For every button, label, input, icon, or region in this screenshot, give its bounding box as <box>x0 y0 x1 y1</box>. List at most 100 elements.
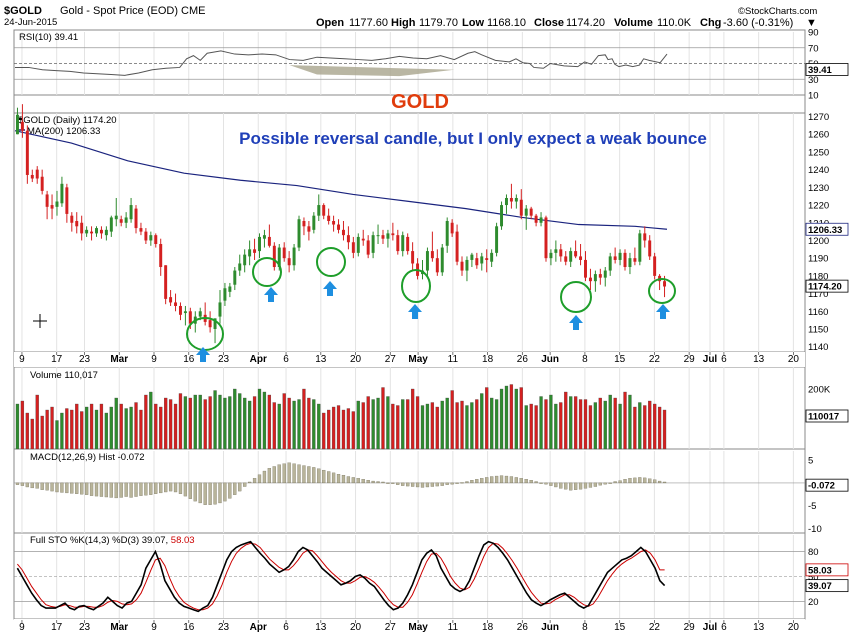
candle-body <box>430 251 434 259</box>
x-tick-label: 6 <box>721 354 727 365</box>
volume-bar <box>149 391 153 450</box>
volume-bar <box>391 403 395 450</box>
macd-hist-bar <box>559 482 563 489</box>
price-ytick: 1270 <box>808 112 829 123</box>
candle-body <box>90 231 94 234</box>
macd-hist-bar <box>144 482 148 496</box>
up-arrow-icon <box>323 281 337 296</box>
volume-ytick: 200K <box>808 385 831 396</box>
macd-hist-bar <box>643 477 647 484</box>
candles <box>15 104 667 344</box>
x-tick-label: 18 <box>482 354 494 365</box>
macd-hist-bar <box>465 481 469 484</box>
volume-bar <box>292 400 296 450</box>
candle-body <box>361 238 365 241</box>
volume-bar <box>272 402 276 450</box>
volume-bar <box>238 393 242 450</box>
volume-bar <box>297 399 301 450</box>
macd-hist-bar <box>173 482 178 493</box>
rsi-line <box>15 50 668 76</box>
candle-body <box>406 236 410 252</box>
x-tick-label: 11 <box>448 354 459 365</box>
volume-bar <box>420 405 425 450</box>
volume-bar <box>124 408 128 450</box>
macd-hist-bar <box>129 482 133 498</box>
candle-body <box>60 183 64 204</box>
volume-bar <box>485 387 489 450</box>
rsi-value-tag: 39.41 <box>808 65 832 76</box>
macd-hist-bar <box>534 481 538 484</box>
macd-hist-bar <box>50 482 54 492</box>
low-label: Low <box>462 17 484 29</box>
macd-hist-bar <box>183 482 188 497</box>
x-tick-label: Apr <box>250 354 267 365</box>
volume-bar <box>341 409 346 450</box>
volume-label: Volume <box>614 17 653 29</box>
chart-title: GOLD <box>391 91 449 113</box>
macd-hist-bar <box>119 482 123 498</box>
volume-bar <box>573 396 578 450</box>
volume-bar <box>25 412 29 450</box>
volume-bar <box>247 400 252 450</box>
candle-body <box>598 274 602 278</box>
volume-bar <box>322 412 326 450</box>
price-ytick: 1200 <box>808 236 829 247</box>
sto-ytick: 80 <box>808 547 819 558</box>
symbol-description: Gold - Spot Price (EOD) CME <box>60 5 205 17</box>
candle-body <box>648 240 652 257</box>
price-ytick: 1170 <box>808 289 828 300</box>
volume-bar <box>653 403 657 450</box>
candle-body <box>277 247 281 268</box>
candle-body <box>174 302 178 306</box>
volume-bar <box>564 391 568 450</box>
volume-bar <box>524 405 528 450</box>
candle-body <box>282 247 286 259</box>
volume-bar <box>410 388 415 450</box>
volume-bar <box>168 399 173 450</box>
ma-value-tag: 1206.33 <box>808 225 842 236</box>
macd-hist-bar <box>203 482 207 505</box>
candle-body <box>55 201 59 207</box>
x-tick-label: 6 <box>283 354 289 365</box>
candle-body <box>490 252 494 262</box>
candle-body <box>30 174 34 179</box>
high-label: High <box>391 17 416 29</box>
x-tick-label: 20 <box>350 622 362 633</box>
rsi-ytick: 70 <box>808 43 819 54</box>
x-tick-label: 16 <box>183 622 195 633</box>
volume-bar <box>490 397 494 450</box>
candle-body <box>386 233 390 239</box>
macd-ytick: 5 <box>808 456 813 467</box>
volume-bar <box>366 396 370 450</box>
macd-hist-bar <box>450 482 454 485</box>
candle-body <box>460 261 464 271</box>
volume-bar <box>356 400 360 450</box>
candle-body <box>613 256 617 260</box>
price-ytick: 1250 <box>808 147 829 158</box>
x-tick-label: Mar <box>110 354 128 365</box>
chart-date: 24-Jun-2015 <box>4 17 57 28</box>
macd-hist-bar <box>618 480 622 484</box>
macd-hist-bar <box>35 482 39 489</box>
volume-bar <box>430 402 435 450</box>
candle-body <box>40 176 44 191</box>
macd-hist-bar <box>529 480 533 484</box>
volume-bar <box>386 396 390 450</box>
candle-body <box>465 259 469 271</box>
x-tick-label: 20 <box>788 354 800 365</box>
rsi-ytick: 30 <box>808 75 819 86</box>
candle-body <box>213 318 217 329</box>
macd-hist-bar <box>297 464 301 484</box>
candle-body <box>450 222 454 234</box>
macd-hist-bar <box>524 479 528 484</box>
macd-hist-bar <box>15 482 20 485</box>
macd-hist-bar <box>391 482 395 484</box>
volume-bar <box>569 396 573 450</box>
low-value: 1168.10 <box>487 17 526 29</box>
volume-bar <box>475 399 479 450</box>
candle-body <box>317 205 321 216</box>
sto-k-tag-box <box>805 579 849 593</box>
macd-hist-bar <box>213 482 217 505</box>
volume-bar <box>623 391 627 450</box>
volume-bar <box>544 399 548 450</box>
